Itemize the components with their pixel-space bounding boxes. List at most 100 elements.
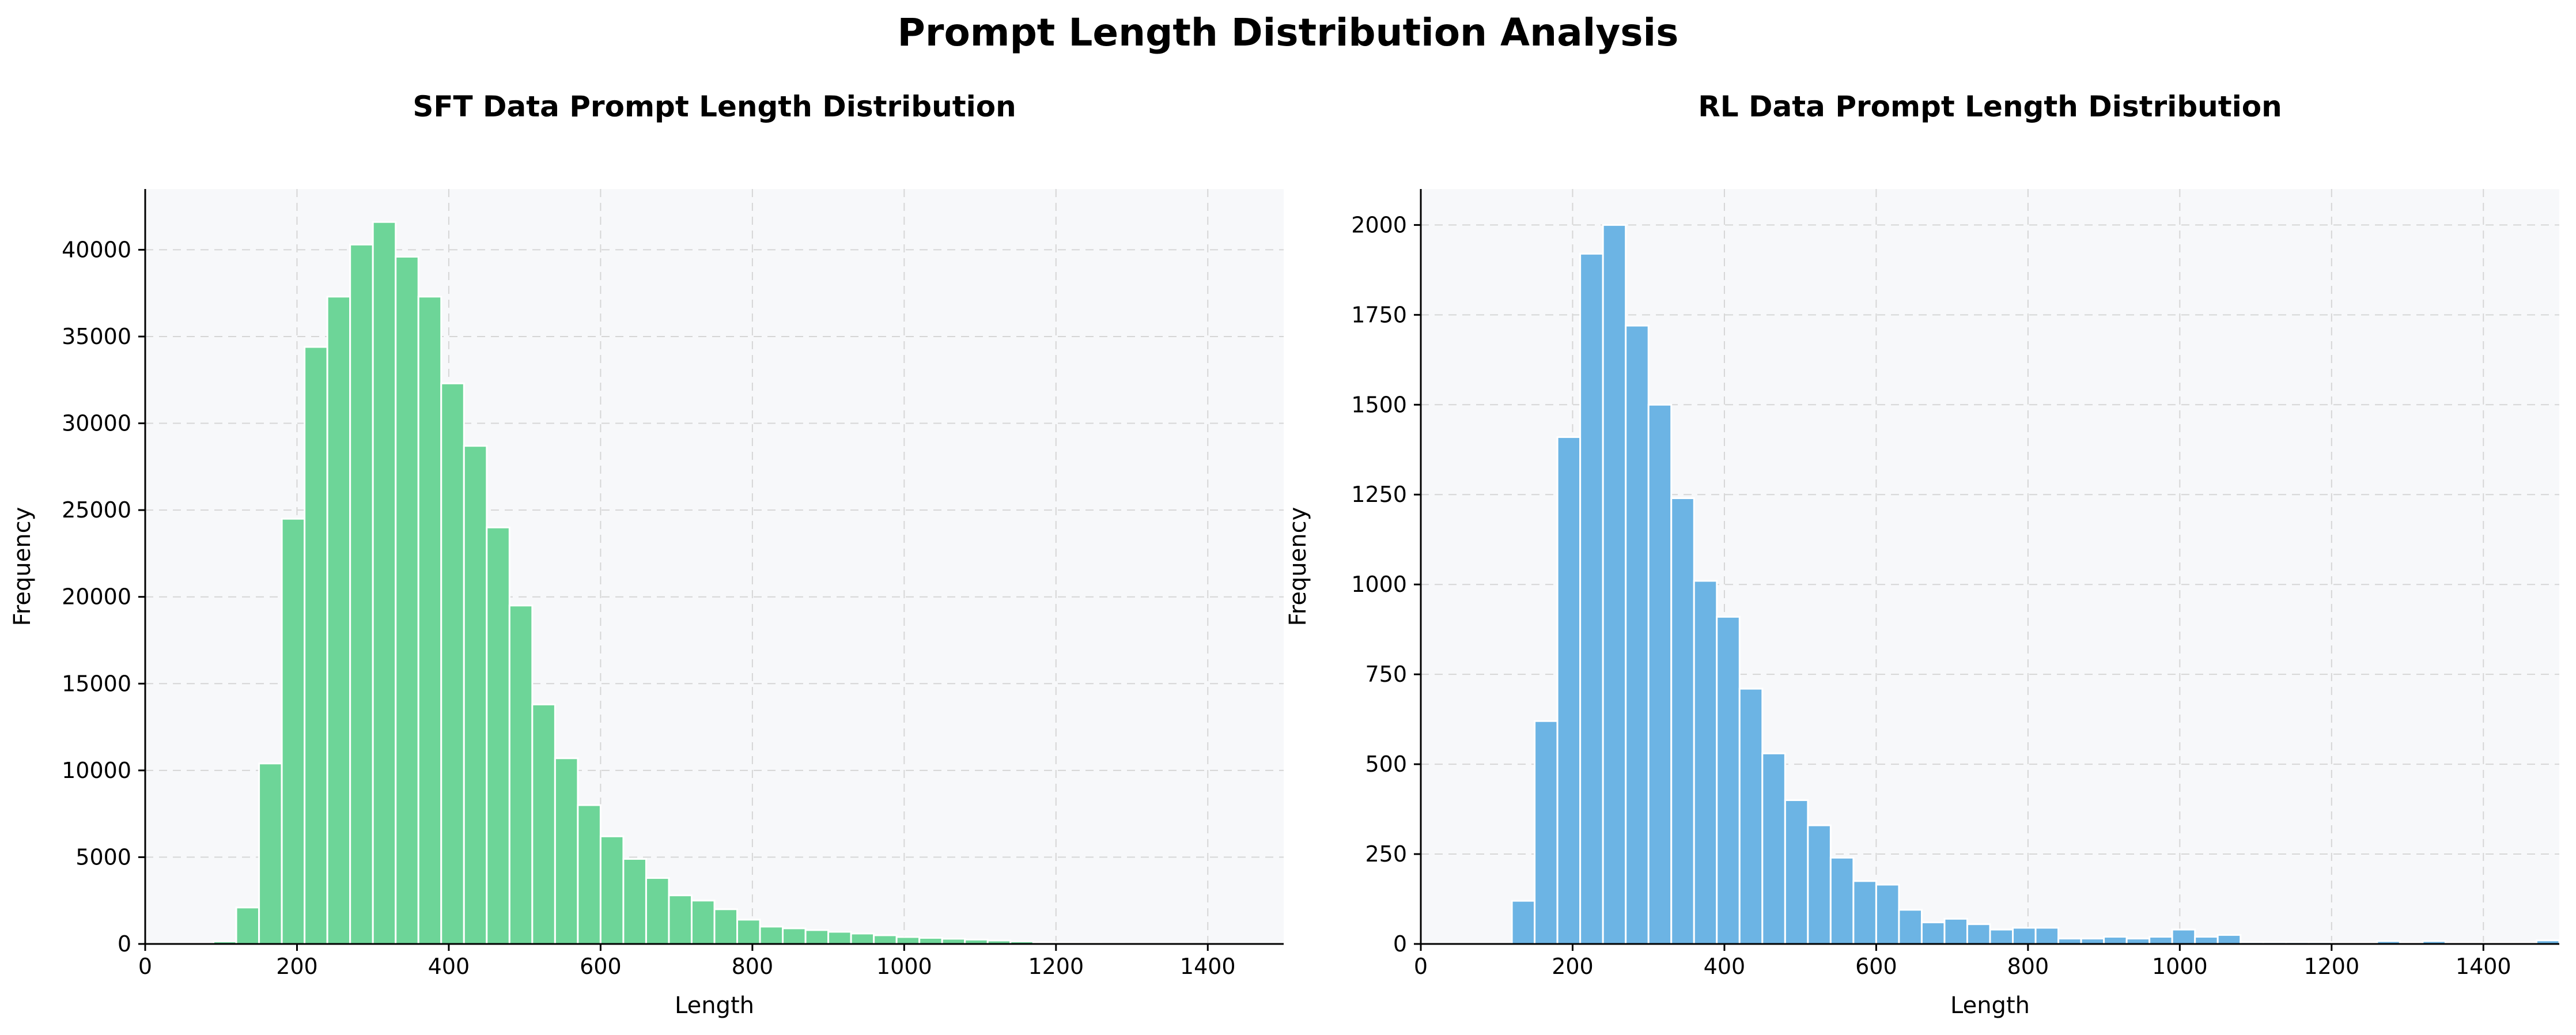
- histogram-bar: [508, 605, 534, 945]
- y-tick-label: 15000: [62, 671, 131, 696]
- histogram-bar: [1625, 324, 1650, 945]
- histogram-bar: [1898, 909, 1923, 945]
- histogram-bar: [235, 906, 260, 945]
- histogram-bar: [1852, 880, 1877, 945]
- x-tick-label: 1000: [876, 954, 932, 979]
- histogram-bar: [1943, 917, 1968, 945]
- x-tick-label: 200: [1552, 954, 1594, 979]
- y-tick-label: 0: [118, 931, 131, 957]
- y-tick-label: 1000: [1351, 572, 1407, 597]
- histogram-bar: [486, 526, 510, 945]
- y-tick-label: 2000: [1351, 212, 1407, 237]
- histogram-bar: [668, 894, 693, 945]
- histogram-bar: [1716, 615, 1741, 945]
- histogram-bar: [1579, 252, 1604, 945]
- histogram-bar: [1875, 883, 1900, 945]
- histogram-bar: [1670, 497, 1695, 945]
- x-tick-label: 200: [276, 954, 318, 979]
- chart-1: 0 200 400 600 800 1000 1200 1400 0 5000 10000 15000…: [9, 90, 1284, 1019]
- histogram-bar: [463, 445, 488, 945]
- histogram-bar: [804, 929, 830, 945]
- y-tick-label: 1500: [1351, 392, 1407, 417]
- y-tick-label: 1250: [1351, 482, 1407, 507]
- histogram-bar: [2194, 936, 2219, 945]
- histogram-bar: [304, 346, 328, 945]
- histogram-bar: [1920, 921, 1946, 945]
- histogram-bar: [281, 518, 306, 945]
- histogram-bar: [531, 703, 556, 945]
- histogram-bar: [2012, 927, 2037, 945]
- histogram-bar: [2034, 927, 2060, 945]
- histogram-bar: [1784, 799, 1809, 945]
- histogram-bar: [1989, 928, 2014, 945]
- histogram-bar: [395, 255, 419, 945]
- histogram-bar: [873, 934, 898, 945]
- y-tick-label: 40000: [62, 237, 131, 262]
- histogram-bar: [1761, 752, 1786, 945]
- histogram-bar: [918, 936, 943, 945]
- y-tick-label: 20000: [62, 584, 131, 610]
- chart-title: RL Data Prompt Length Distribution: [1698, 90, 2282, 123]
- histogram-bar: [372, 221, 397, 945]
- x-tick-label: 0: [138, 954, 152, 979]
- histogram-bar: [850, 932, 875, 945]
- chart-2: 0 200 400 600 800 1000 1200 1400 0 250 500 750 1000 1…: [1285, 90, 2560, 1019]
- histogram-bar: [554, 757, 579, 945]
- x-tick-label: 1000: [2152, 954, 2208, 979]
- histogram-bar: [1738, 688, 1764, 945]
- chart-title: SFT Data Prompt Length Distribution: [413, 90, 1016, 123]
- x-tick-label: 800: [732, 954, 774, 979]
- histogram-bar: [1829, 856, 1855, 945]
- x-tick-label: 1200: [1028, 954, 1084, 979]
- histogram-bar: [1693, 580, 1718, 945]
- y-tick-label: 250: [1365, 841, 1407, 867]
- histogram-bar: [1534, 720, 1559, 945]
- histogram-bar: [622, 858, 647, 945]
- y-tick-label: 1750: [1351, 302, 1407, 327]
- histogram-bar: [736, 919, 761, 945]
- y-tick-label: 500: [1365, 751, 1407, 777]
- histogram-bar: [895, 936, 921, 945]
- histogram-bar: [1647, 403, 1673, 945]
- histogram-bar: [2103, 936, 2128, 945]
- y-axis-label: Frequency: [1285, 507, 1311, 626]
- x-tick-label: 1400: [2456, 954, 2511, 979]
- y-axis-label: Frequency: [9, 507, 36, 626]
- histogram-bar: [349, 243, 374, 945]
- histogram-bar: [1556, 436, 1582, 945]
- histogram-bar: [2148, 936, 2173, 945]
- x-tick-label: 1400: [1180, 954, 1236, 979]
- histogram-bar: [759, 926, 784, 945]
- histogram-bar: [2216, 934, 2242, 945]
- y-tick-label: 25000: [62, 497, 131, 523]
- x-axis-label: Length: [1950, 992, 2030, 1019]
- y-tick-label: 750: [1365, 662, 1407, 687]
- histogram-bar: [1966, 923, 1991, 945]
- y-tick-label: 0: [1393, 931, 1407, 957]
- x-tick-label: 800: [2007, 954, 2049, 979]
- histogram-bar: [1807, 824, 1832, 945]
- x-tick-label: 0: [1414, 954, 1428, 979]
- histogram-bar: [827, 931, 852, 945]
- histogram-bar: [440, 382, 465, 945]
- y-tick-label: 30000: [62, 411, 131, 436]
- histogram-bar: [599, 835, 625, 945]
- histogram-bar: [1602, 224, 1627, 945]
- y-tick-label: 10000: [62, 758, 131, 783]
- histogram-bar: [577, 804, 602, 945]
- histogram-bar: [417, 296, 442, 945]
- histogram-bar: [782, 927, 807, 945]
- x-tick-label: 600: [580, 954, 622, 979]
- x-axis-label: Length: [675, 992, 754, 1019]
- histogram-bar: [713, 908, 739, 945]
- x-tick-label: 400: [428, 954, 470, 979]
- histogram-bar: [690, 900, 716, 945]
- x-tick-label: 400: [1704, 954, 1746, 979]
- histogram-bar: [258, 762, 283, 945]
- histogram-bar: [2171, 928, 2196, 945]
- histogram-bar: [1511, 900, 1536, 945]
- main-title: Prompt Length Distribution Analysis: [897, 10, 1679, 55]
- x-tick-label: 600: [1855, 954, 1897, 979]
